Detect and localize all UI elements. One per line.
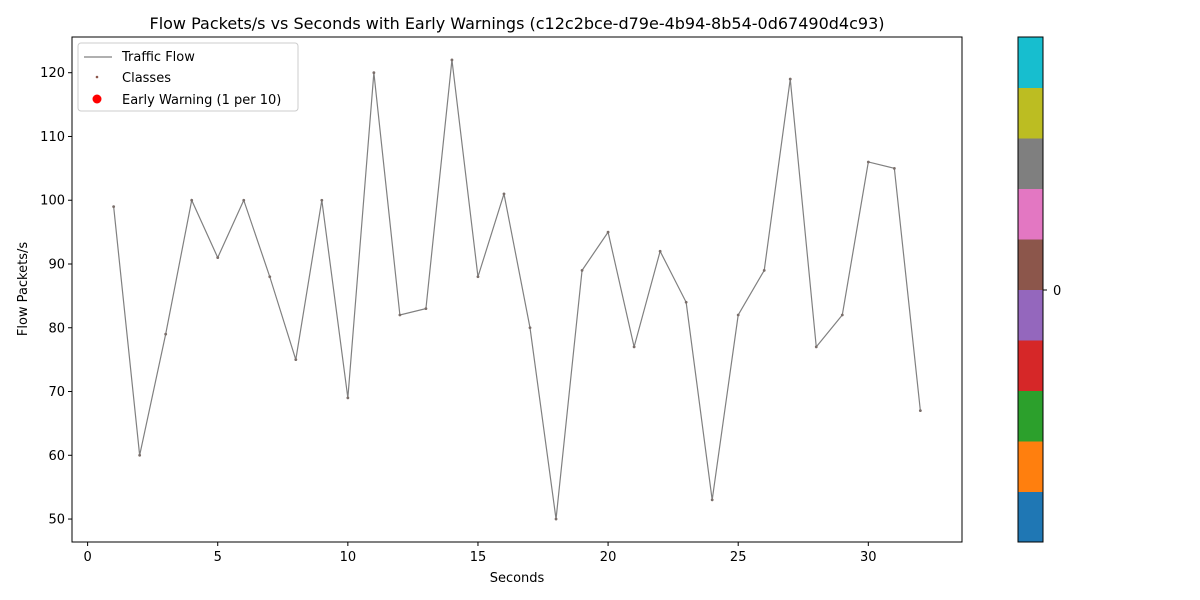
data-point — [866, 160, 870, 164]
colorbar-segment — [1018, 441, 1043, 492]
colorbar-segment — [1018, 138, 1043, 189]
y-tick-label: 50 — [48, 513, 65, 528]
legend-box — [77, 42, 299, 112]
x-tick-label: 30 — [860, 550, 877, 565]
data-point — [346, 396, 350, 400]
series-line — [113, 59, 921, 520]
y-tick-label: 100 — [40, 194, 65, 209]
legend-entry-traffic-flow: Traffic Flow — [121, 50, 195, 65]
colorbar-segment — [1018, 289, 1043, 341]
legend: Traffic Flow Classes Early Warning (1 pe… — [77, 42, 299, 112]
legend-classes-swatch — [95, 75, 99, 79]
x-tick-label: 5 — [214, 550, 222, 565]
y-tick-label: 60 — [48, 449, 65, 464]
x-tick-label: 15 — [470, 550, 487, 565]
colorbar-segment — [1018, 37, 1043, 88]
data-point — [372, 71, 376, 75]
colorbar-segment — [1018, 340, 1043, 391]
data-point — [684, 300, 688, 304]
colorbar-segment — [1018, 239, 1043, 290]
legend-entry-early-warning: Early Warning (1 per 10) — [122, 93, 281, 108]
colorbar-tick-label: 0 — [1053, 284, 1061, 299]
data-point — [632, 345, 636, 349]
data-point — [606, 230, 610, 234]
data-point — [138, 453, 142, 457]
colorbar — [1018, 37, 1043, 543]
y-tick-label: 90 — [48, 257, 65, 272]
data-point — [710, 498, 714, 502]
plot-lines — [113, 59, 921, 520]
x-tick-label: 20 — [600, 550, 617, 565]
x-tick-label: 25 — [730, 550, 747, 565]
y-axis: 50 60 70 80 90 100 110 120 — [40, 66, 72, 528]
y-tick-label: 80 — [48, 321, 65, 336]
colorbar-segment — [1018, 491, 1043, 543]
data-point — [580, 268, 584, 272]
data-point — [112, 205, 116, 209]
legend-warning-swatch — [92, 94, 102, 104]
data-point — [528, 326, 532, 330]
data-point — [216, 256, 220, 260]
x-axis-label: Seconds — [490, 571, 545, 586]
plot-points — [112, 58, 922, 521]
x-tick-label: 0 — [83, 550, 91, 565]
data-point — [658, 249, 662, 253]
data-point — [320, 198, 324, 202]
data-point — [554, 517, 558, 521]
x-axis: 0 5 10 15 20 25 30 — [83, 542, 877, 565]
legend-entry-classes: Classes — [122, 71, 171, 86]
y-axis-label: Flow Packets/s — [16, 242, 31, 336]
data-point — [476, 275, 480, 279]
y-tick-label: 110 — [40, 130, 65, 145]
data-point — [736, 313, 740, 317]
data-point — [502, 192, 506, 196]
y-tick-label: 70 — [48, 385, 65, 400]
chart-title: Flow Packets/s vs Seconds with Early War… — [149, 14, 884, 33]
plot-frame — [71, 36, 963, 543]
y-tick-label: 120 — [40, 66, 65, 81]
data-point — [814, 345, 818, 349]
colorbar-segment — [1018, 87, 1043, 139]
data-point — [268, 275, 272, 279]
data-point — [294, 358, 298, 362]
data-point — [190, 198, 194, 202]
x-tick-label: 10 — [340, 550, 357, 565]
data-point — [892, 166, 896, 170]
data-point — [398, 313, 402, 317]
data-point — [840, 313, 844, 317]
data-point — [450, 58, 454, 62]
colorbar-segment — [1018, 188, 1043, 240]
data-point — [762, 268, 766, 272]
data-point — [424, 307, 428, 311]
data-point — [788, 77, 792, 81]
data-point — [242, 198, 246, 202]
data-point — [164, 332, 168, 336]
colorbar-segment — [1018, 390, 1043, 442]
data-point — [918, 409, 922, 413]
